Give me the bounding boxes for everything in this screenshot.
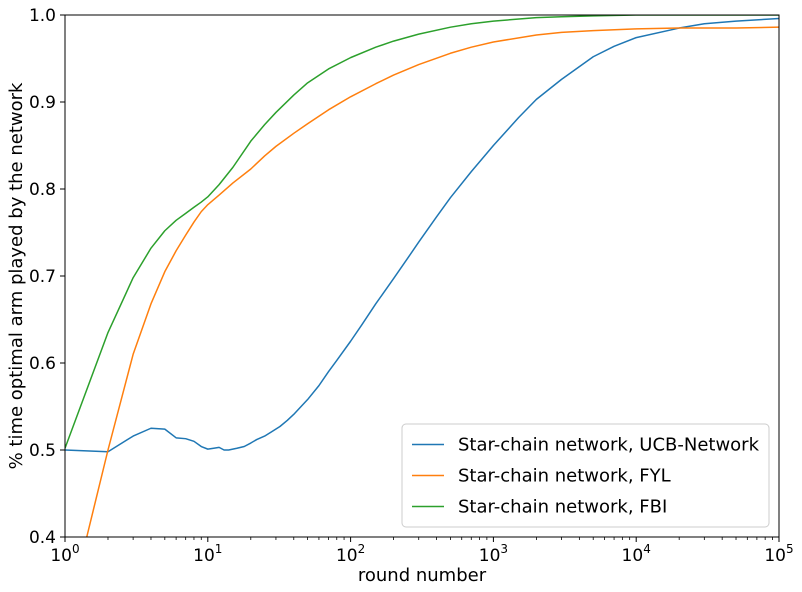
y-tick-label: 1.0 [29,6,56,26]
legend-label: Star-chain network, FBI [458,497,667,518]
series-line-3 [65,15,779,449]
x-tick-label: 101 [193,542,222,566]
y-tick-label: 0.4 [29,528,56,548]
x-tick-label: 104 [622,542,651,566]
y-tick-label: 0.9 [29,93,56,113]
series-line-2 [86,26,779,537]
y-tick-label: 0.7 [29,267,56,287]
x-tick-label: 105 [764,542,793,566]
y-tick-label: 0.8 [29,180,56,200]
legend-label: Star-chain network, UCB-Network [458,435,760,456]
y-tick-label: 0.6 [29,354,56,374]
legend: Star-chain network, UCB-Network Star-chai… [401,423,770,528]
legend-box [401,423,770,528]
x-tick-label: 102 [336,542,365,566]
series-layer [65,15,779,537]
y-tick-label: 0.5 [29,441,56,461]
series-line-1 [65,17,779,453]
legend-label: Star-chain network, FYL [458,466,671,487]
axes-layer: 100 101 102 103 104 105 0.4 0.5 0.6 0.7 0.8 0.9 1.0 [29,6,794,566]
y-axis-label: % time optimal arm played by the network [6,82,27,469]
x-tick-label: 100 [50,542,79,566]
x-tick-label: 103 [479,542,508,566]
x-axis-label: round number [358,565,487,586]
